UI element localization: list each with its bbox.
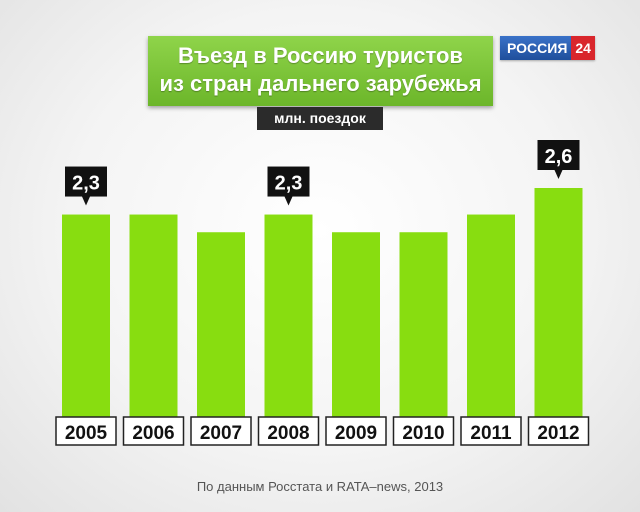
data-label-2005: 2,3 <box>72 173 100 195</box>
channel-logo-number: 24 <box>571 36 595 60</box>
data-label-2012: 2,6 <box>545 146 573 168</box>
year-label-2011: 2011 <box>470 423 512 444</box>
chart-title: Въезд в Россию туристов из стран дальнег… <box>148 36 493 106</box>
value-callout-pointer-2005 <box>82 196 90 206</box>
year-box-2007 <box>190 416 252 446</box>
year-label-2005: 2005 <box>65 423 108 444</box>
year-label-2006: 2006 <box>132 423 174 444</box>
year-label-2009: 2009 <box>335 423 377 444</box>
value-callout-box-2008 <box>267 166 310 197</box>
year-box-2009 <box>325 416 387 446</box>
year-box-2008 <box>257 416 320 446</box>
year-box-2010 <box>392 416 455 446</box>
year-box-2005 <box>55 416 117 446</box>
bar-2006 <box>129 214 178 418</box>
bar-2011 <box>467 214 515 418</box>
chart-title-line-2: из стран дальнего зарубежья <box>159 71 482 96</box>
bar-2009 <box>332 232 380 418</box>
bar-2007 <box>197 232 245 418</box>
year-box-2012 <box>527 416 590 446</box>
value-callout-box-2005 <box>65 166 107 197</box>
bar-2005 <box>62 214 110 418</box>
year-label-2010: 2010 <box>402 423 444 444</box>
channel-logo-text: РОССИЯ <box>500 36 572 60</box>
year-label-2012: 2012 <box>537 423 579 444</box>
channel-logo: РОССИЯ 24 <box>500 36 595 60</box>
bar-2010 <box>399 232 448 418</box>
year-box-2006 <box>122 416 185 446</box>
year-label-2008: 2008 <box>267 423 309 444</box>
year-box-2011 <box>460 416 522 446</box>
chart-title-line-1: Въезд в Россию туристов <box>178 43 463 68</box>
value-callout-pointer-2008 <box>284 196 293 206</box>
value-callout-pointer-2012 <box>554 170 563 179</box>
source-note: По данным Росстата и RATA–news, 2013 <box>196 479 444 494</box>
unit-label: млн. поездок <box>257 107 383 130</box>
bar-2008 <box>264 214 313 418</box>
year-label-2007: 2007 <box>200 423 242 444</box>
value-callout-box-2012 <box>537 140 580 170</box>
bar-2012 <box>534 188 583 418</box>
data-label-2008: 2,3 <box>275 173 303 195</box>
